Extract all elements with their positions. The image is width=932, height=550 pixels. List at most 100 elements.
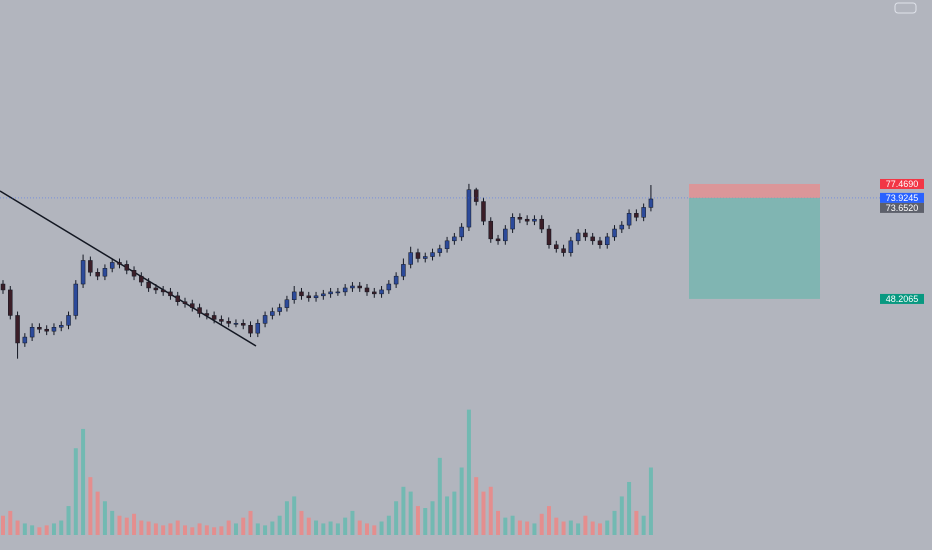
candle-body [641,207,646,218]
candle-body [44,328,49,332]
price-label-box [880,293,924,304]
candle-body [546,228,552,246]
candle-body [619,224,625,230]
candle-body [182,301,188,304]
candle-body [386,283,392,291]
volume-bar [22,523,27,535]
candle-body [248,325,253,334]
volume-bar [212,527,217,535]
volume-bar [30,525,35,535]
volume-bar [386,515,391,535]
volume-bar [452,491,457,535]
target-zone [689,197,820,299]
price-label: 73.6520 [886,203,919,213]
volume-bar [365,523,369,535]
candle-body [29,327,35,338]
volume-bar [583,515,588,535]
candle-body [240,323,246,326]
candle-body [197,307,202,314]
candle-body [503,228,508,242]
candle-body [321,293,326,297]
volume-bar [44,525,49,535]
volume-bar [233,523,238,535]
candle-body [510,217,515,230]
volume-bar [343,517,348,535]
volume-bar [59,520,64,535]
candle-body [430,252,435,257]
volume-bar [263,525,268,535]
candle-body [372,291,377,295]
volume-bar [284,501,289,535]
candle-body [306,295,312,299]
candle-body [270,311,275,316]
candle-body [379,289,384,295]
candle-body [66,315,71,326]
candle-body [597,240,603,245]
candle-body [277,307,282,312]
candle-body [117,262,122,265]
candle-body [95,272,100,277]
volume-bar [372,525,377,535]
candle-body [299,291,304,297]
volume-bar [648,467,653,535]
volume-bar [488,486,493,535]
volume-bar [248,510,253,535]
volume-bar [37,527,42,535]
candle-body [575,232,581,242]
volume-bar [190,527,195,535]
volume-bar [590,521,595,535]
candle-body [364,287,370,293]
candle-body [211,315,217,320]
volume-bar [641,515,646,535]
candle-body [146,281,151,289]
volume-bar [161,525,166,535]
volume-bar [146,521,151,535]
toolbar-button[interactable] [894,2,917,14]
volume-bar [175,520,180,535]
volume-bar [102,501,107,535]
volume-bar [8,510,13,535]
candle-body [80,260,86,285]
volume-bar [597,523,602,535]
candle-body [255,323,261,334]
candle-body [73,283,79,316]
candle-body [190,303,195,308]
volume-bar [576,523,581,535]
volume-bar [51,523,56,535]
candle-body [401,264,406,277]
volume-bar [401,486,406,535]
volume-bar [430,501,435,535]
volume-bar [612,510,617,535]
candle-body [408,252,413,265]
candle-body [488,220,494,240]
candle-body [328,291,333,295]
candle-body [452,236,457,242]
volume-bar [335,523,340,535]
volume-bar [408,491,413,535]
volume-bar [66,506,71,535]
volume-bar [292,496,297,535]
candle-body [58,325,64,328]
volume-bar [561,521,566,535]
volume-bar [554,517,559,535]
candle-body [342,287,348,293]
volume-bar [379,521,384,535]
volume-bar [437,457,442,535]
volume-bar [321,523,326,535]
volume-bar [517,520,522,535]
volume-bar [619,496,624,535]
candle-body [415,252,421,259]
candle-body [568,240,574,253]
volume-bar [153,523,158,535]
candle-body [37,327,42,330]
volume-bar [532,523,537,535]
candle-body [466,189,472,228]
candle-body [313,295,319,299]
candle-body [561,248,566,253]
volume-bar [539,513,544,535]
volume-bar [605,520,610,535]
volume-bar [139,520,144,535]
candle-body [0,283,6,291]
candle-body [444,240,450,249]
